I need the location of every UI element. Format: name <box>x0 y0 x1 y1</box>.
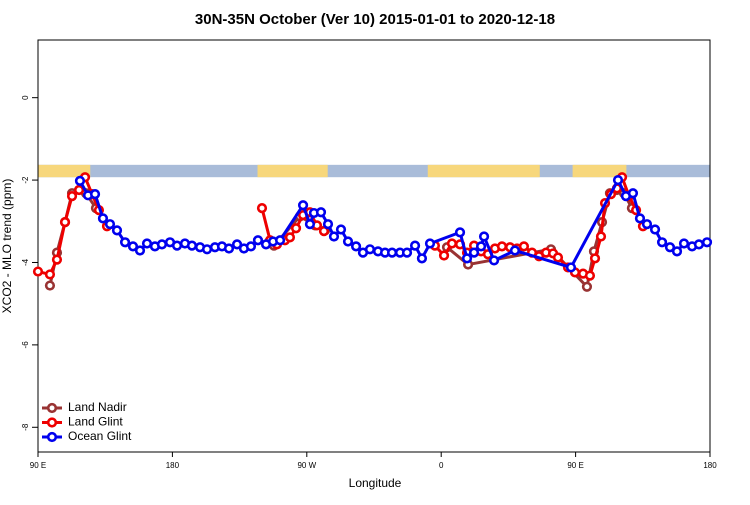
point <box>475 241 487 252</box>
point <box>409 240 421 251</box>
x-tick-label: 90 E <box>567 461 583 470</box>
point <box>297 200 309 211</box>
point <box>223 243 235 254</box>
land-band <box>257 164 328 178</box>
point <box>627 188 639 199</box>
point <box>595 231 607 242</box>
y-tick-label: -4 <box>21 258 30 266</box>
x-tick-label: 180 <box>703 461 717 470</box>
point <box>581 281 593 292</box>
series-line <box>48 188 634 290</box>
point <box>274 235 286 246</box>
chart-title: 30N-35N October (Ver 10) 2015-01-01 to 2… <box>195 11 555 28</box>
legend-label: Land Nadir <box>68 400 127 414</box>
point <box>252 235 264 246</box>
point <box>119 237 131 248</box>
point <box>678 238 690 249</box>
x-axis-label: Longitude <box>349 476 402 490</box>
point <box>468 247 480 258</box>
land-band <box>427 164 540 178</box>
point <box>89 188 101 200</box>
point <box>44 269 56 280</box>
point <box>664 242 676 253</box>
point <box>186 240 198 251</box>
point <box>156 239 168 250</box>
point <box>438 250 450 261</box>
point <box>552 252 564 263</box>
point <box>245 241 257 252</box>
y-tick-label: 0 <box>21 95 30 100</box>
point <box>335 224 347 235</box>
point <box>518 241 530 252</box>
legend-label: Land Glint <box>68 415 123 429</box>
ocean-band <box>38 164 710 178</box>
point <box>612 174 624 186</box>
point <box>256 202 268 214</box>
point <box>127 241 139 252</box>
point <box>565 262 577 273</box>
y-axis-label: XCO2 - MLO trend (ppm) <box>0 179 14 314</box>
point <box>97 213 109 224</box>
point <box>386 247 398 258</box>
point <box>496 241 508 252</box>
point <box>231 239 243 250</box>
x-tick-label: 180 <box>166 461 180 470</box>
point <box>59 217 71 228</box>
land-band <box>572 164 627 178</box>
point <box>589 253 601 264</box>
point <box>701 237 713 248</box>
point <box>304 219 316 230</box>
point <box>284 232 296 243</box>
point <box>509 245 521 256</box>
x-tick-label: 90 E <box>30 461 46 470</box>
point <box>73 184 85 196</box>
point <box>104 219 116 230</box>
legend-marker <box>46 402 58 414</box>
x-tick-label: 90 W <box>297 461 316 470</box>
point <box>461 253 473 264</box>
legend-marker <box>46 417 58 428</box>
point <box>171 240 183 251</box>
point <box>315 207 327 218</box>
point <box>478 231 490 242</box>
point <box>328 231 340 242</box>
x-tick-label: 0 <box>439 461 444 470</box>
point <box>134 245 146 256</box>
point <box>74 175 86 187</box>
point <box>201 244 213 255</box>
land-band <box>38 164 91 178</box>
point <box>51 254 63 265</box>
point <box>342 236 354 247</box>
point <box>671 246 683 257</box>
y-tick-label: -6 <box>21 341 30 349</box>
point <box>693 239 705 250</box>
point <box>290 223 302 234</box>
point <box>416 253 428 264</box>
point <box>318 226 330 237</box>
point <box>66 191 78 202</box>
legend-marker <box>46 431 58 443</box>
point <box>424 238 436 249</box>
y-tick-label: -2 <box>21 176 30 184</box>
point <box>401 247 413 258</box>
point <box>649 224 661 235</box>
point <box>111 225 123 236</box>
point <box>584 270 596 281</box>
point <box>322 219 334 230</box>
point <box>364 244 376 255</box>
point <box>454 227 466 238</box>
point <box>634 213 646 224</box>
y-tick-label: -8 <box>21 423 30 431</box>
point <box>141 238 153 249</box>
point <box>350 241 362 252</box>
legend-label: Ocean Glint <box>68 429 132 443</box>
point <box>641 219 653 230</box>
point <box>488 255 500 266</box>
point <box>446 238 458 249</box>
point <box>44 280 56 291</box>
point <box>32 266 44 277</box>
point <box>656 237 668 248</box>
